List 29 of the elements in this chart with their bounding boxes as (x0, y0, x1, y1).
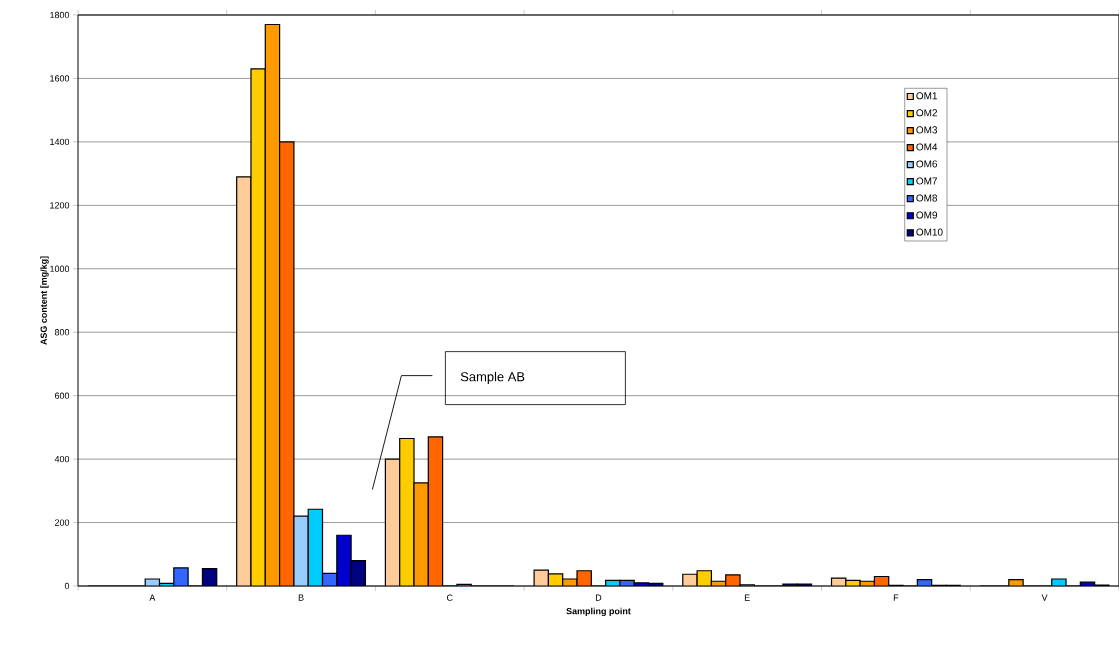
x-tick-label: V (1041, 594, 1048, 601)
x-tick-label: C (446, 594, 453, 601)
legend-label: OM9 (916, 211, 938, 219)
y-tick-label: 200 (54, 519, 70, 526)
annotation: Sample AB (460, 371, 525, 384)
x-tick-label: D (595, 594, 602, 601)
legend-label: OM1 (916, 92, 938, 100)
y-tick-label: 0 (64, 582, 70, 590)
legend-label: OM6 (916, 160, 938, 168)
x-tick-label: B (298, 594, 304, 601)
legend-label: OM4 (916, 143, 938, 151)
y-tick-label: 1000 (50, 265, 70, 272)
legend-label: OM7 (916, 177, 937, 185)
y-tick-label: 400 (54, 455, 70, 463)
legend-label: OM10 (916, 228, 943, 236)
x-tick-label: E (744, 594, 750, 601)
legend-label: OM8 (916, 194, 938, 202)
x-axis-title: Sampling point (566, 607, 631, 617)
x-tick-label: A (149, 594, 156, 601)
legend-label: OM2 (916, 109, 937, 117)
y-tick-label: 1200 (50, 202, 70, 209)
y-tick-label: 1800 (50, 11, 70, 19)
x-tick-label: F (893, 594, 899, 601)
y-tick-label: 1600 (50, 75, 70, 82)
y-tick-label: 800 (54, 329, 70, 336)
legend-label: OM3 (916, 126, 938, 134)
y-axis-title: ASG content [mg/kg] (40, 256, 49, 345)
y-tick-label: 600 (54, 392, 70, 399)
y-tick-label: 1400 (50, 138, 70, 146)
